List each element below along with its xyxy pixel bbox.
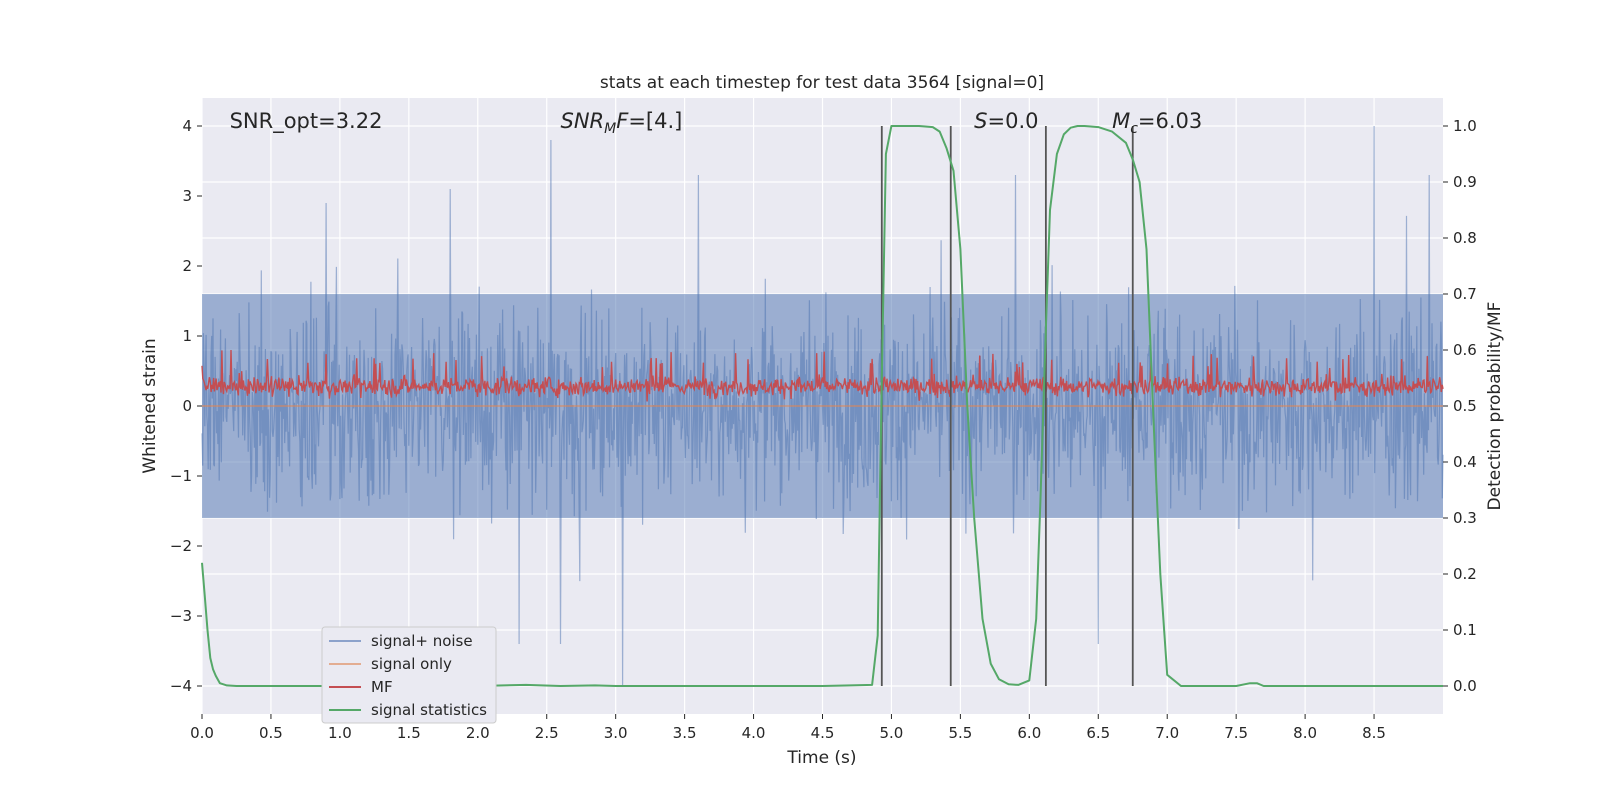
y-tick-label: −1 — [170, 467, 192, 485]
x-tick-label: 6.0 — [1017, 724, 1041, 742]
x-tick-label: 4.0 — [742, 724, 766, 742]
y-tick-label: −3 — [170, 607, 192, 625]
y-right-tick-label: 0.3 — [1453, 509, 1477, 527]
x-tick-label: 2.5 — [535, 724, 559, 742]
y-right-tick-label: 1.0 — [1453, 117, 1477, 135]
x-axis-title: Time (s) — [786, 748, 856, 768]
x-tick-label: 3.0 — [604, 724, 628, 742]
y-right-tick-label: 0.5 — [1453, 397, 1477, 415]
x-tick-label: 5.0 — [880, 724, 904, 742]
y-tick-label: 2 — [182, 257, 192, 275]
x-tick-label: 8.5 — [1362, 724, 1386, 742]
y-axis-title: Whitened strain — [140, 338, 160, 473]
legend: signal+ noise signal only MF signal statist… — [321, 626, 497, 724]
x-tick-label: 0.0 — [190, 724, 214, 742]
y-right-tick-label: 0.9 — [1453, 173, 1477, 191]
legend-frame — [321, 626, 497, 724]
x-tick-label: 1.0 — [328, 724, 352, 742]
x-tick-label: 7.0 — [1155, 724, 1179, 742]
annotation-snr-opt: SNR_opt=3.22 — [230, 109, 383, 134]
x-tick-label: 5.5 — [948, 724, 972, 742]
y-right-tick-label: 0.2 — [1453, 565, 1477, 583]
annotation-snr-mf: SNRMF=[4.] — [561, 109, 683, 137]
x-tick-label: 2.0 — [466, 724, 490, 742]
y-tick-label: −4 — [170, 677, 192, 695]
y-right-tick-label: 0.4 — [1453, 453, 1477, 471]
y-right-tick-label: 0.7 — [1453, 285, 1477, 303]
y-right-tick-label: 0.6 — [1453, 341, 1477, 359]
y-tick-label: 1 — [182, 327, 192, 345]
legend-label: signal+ noise — [371, 632, 473, 650]
x-tick-label: 0.5 — [259, 724, 283, 742]
x-tick-label: 3.5 — [673, 724, 697, 742]
mf-line — [201, 349, 1444, 402]
x-tick-label: 8.0 — [1293, 724, 1317, 742]
y-axis-ticks: −4 −3 −2 −1 0 1 2 3 4 — [170, 117, 202, 695]
y-right-tick-label: 0.8 — [1453, 229, 1477, 247]
y-tick-label: 3 — [182, 187, 192, 205]
x-tick-label: 1.5 — [397, 724, 421, 742]
legend-label: MF — [371, 678, 393, 696]
x-axis-ticks: 0.0 0.5 1.0 1.5 2.0 2.5 3.0 3.5 4.0 4.5 5.0 5.5 6.0 6… — [190, 714, 1386, 742]
y-tick-label: 0 — [182, 397, 192, 415]
y-right-axis-title: Detection probability/MF — [1485, 302, 1505, 511]
x-tick-label: 6.5 — [1086, 724, 1110, 742]
y-tick-label: −2 — [170, 537, 192, 555]
chart-title: stats at each timestep for test data 356… — [600, 73, 1044, 93]
annotations: SNR_opt=3.22 SNRMF=[4.] S=0.0 Mc=6.03 — [230, 109, 1203, 137]
y-tick-label: 4 — [182, 117, 192, 135]
y-right-tick-label: 0.1 — [1453, 621, 1477, 639]
mf-series — [201, 349, 1444, 402]
legend-label: signal only — [371, 655, 452, 673]
y-right-axis-ticks: 0.0 0.1 0.2 0.3 0.4 0.5 0.6 0.7 0.8 0.9 1.0 — [1443, 117, 1477, 695]
y-right-tick-label: 0.0 — [1453, 677, 1477, 695]
x-tick-label: 7.5 — [1224, 724, 1248, 742]
x-tick-label: 4.5 — [811, 724, 835, 742]
annotation-mc-value: Mc=6.03 — [1112, 109, 1202, 137]
legend-label: signal statistics — [371, 701, 487, 719]
annotation-s-value: S=0.0 — [974, 109, 1038, 133]
